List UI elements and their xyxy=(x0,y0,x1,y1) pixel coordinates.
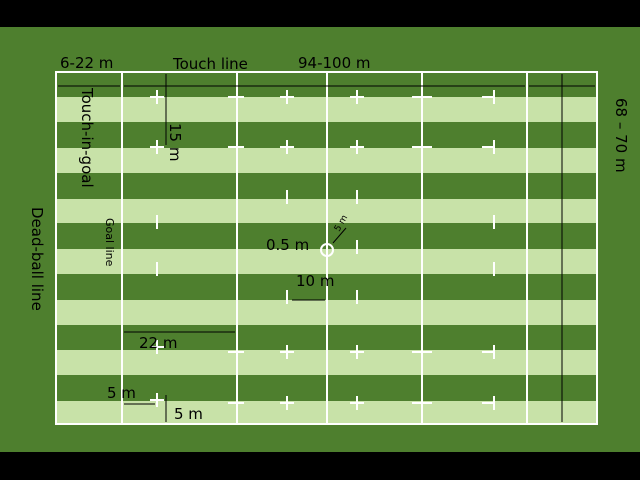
dead-ball-line-label: Dead-ball line xyxy=(28,207,46,311)
goal-line-label: Goal line xyxy=(103,218,116,267)
five-m-goal-label: 5 m xyxy=(107,384,136,402)
touch-line-label: Touch line xyxy=(172,55,248,73)
five-m-touch-label: 5 m xyxy=(174,405,203,423)
dimension-arrows xyxy=(58,74,595,422)
field-width: 68 – 70 m xyxy=(612,98,630,173)
in-goal-length: 6-22 m xyxy=(60,54,113,72)
field-marks xyxy=(150,90,495,410)
field-lines xyxy=(55,71,598,425)
center-spot-label: 0.5 m xyxy=(266,236,309,254)
touch-in-goal-label: Touch-in-goal xyxy=(78,87,96,188)
twenty-two-m-label: 22 m xyxy=(139,334,177,352)
ten-m-label: 10 m xyxy=(296,272,334,290)
fifteen-m-label: 15 m xyxy=(166,123,184,161)
field-length: 94-100 m xyxy=(298,54,371,72)
